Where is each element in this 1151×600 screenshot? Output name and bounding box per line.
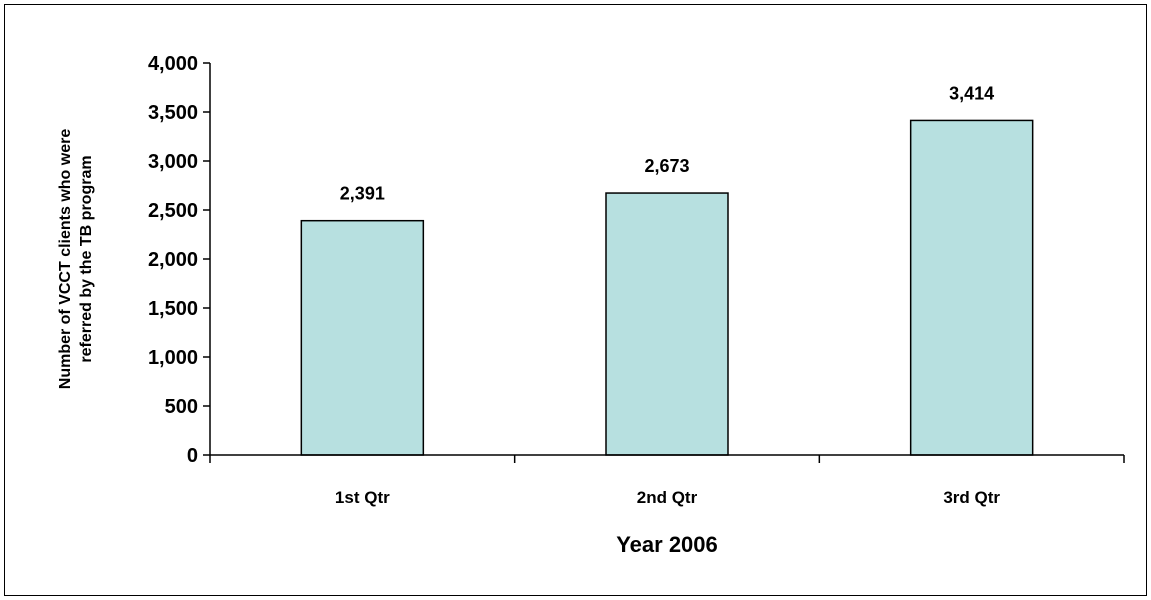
x-category-label: 1st Qtr (335, 488, 390, 507)
y-tick-label: 1,500 (148, 298, 198, 320)
bar (605, 192, 729, 456)
bar-value-label: 3,414 (949, 83, 994, 103)
y-tick-label: 500 (165, 396, 198, 418)
value-labels: 2,391 2,673 3,414 (340, 83, 994, 203)
y-axis-title-line-2: referred by the TB program (78, 155, 95, 362)
y-tick-label: 4,000 (148, 53, 198, 75)
y-tick-label: 2,500 (148, 200, 198, 222)
bars-layer (300, 119, 1034, 456)
bar-value-label: 2,391 (340, 184, 385, 204)
y-ticks: 0 500 1,000 1,500 2,000 2,500 3,000 3,500 4,000 (148, 53, 210, 467)
x-ticks: 1st Qtr 2nd Qtr 3rd Qtr (209, 455, 1125, 507)
x-category-label: 2nd Qtr (637, 488, 698, 507)
y-tick-label: 0 (187, 445, 198, 467)
bar (300, 219, 425, 456)
x-category-label: 3rd Qtr (943, 488, 1000, 507)
y-axis-title-line-1: Number of VCCT clients who were (57, 129, 74, 390)
y-tick-label: 2,000 (148, 249, 198, 271)
y-axis-title: Number of VCCT clients who were referred… (57, 129, 95, 390)
y-tick-label: 3,500 (148, 102, 198, 124)
y-tick-label: 3,000 (148, 151, 198, 173)
y-tick-label: 1,000 (148, 347, 198, 369)
bar (909, 119, 1034, 456)
bar-value-label: 2,673 (644, 156, 689, 176)
x-axis-title: Year 2006 (616, 532, 718, 557)
